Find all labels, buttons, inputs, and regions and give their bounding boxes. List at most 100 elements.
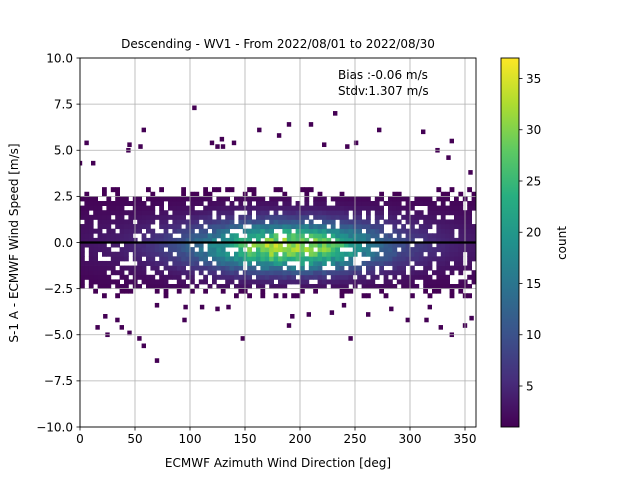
heatmap-cell [339,196,345,202]
heatmap-cell [379,288,384,294]
heatmap-cell [260,288,266,294]
heatmap-cell [128,219,134,225]
heatmap-cell [154,270,160,276]
heatmap-cell [273,265,279,271]
heatmap-cell [97,233,103,239]
heatmap-cell [432,256,437,262]
heatmap-cell [181,191,186,197]
heatmap-cell [308,187,314,193]
heatmap-cell [229,187,235,193]
heatmap-cell [436,237,442,243]
heatmap-cell [471,205,476,211]
heatmap-outlier-cell [215,306,220,312]
heatmap-cell [291,279,296,285]
heatmap-cell [141,210,147,216]
heatmap-cell [388,214,393,220]
heatmap-cell [295,247,301,253]
heatmap-cell [190,251,195,257]
heatmap-cell [88,247,94,253]
heatmap-cell [344,200,349,206]
heatmap-cell [396,228,402,234]
heatmap-cell [405,256,411,262]
heatmap-cell [427,247,433,253]
heatmap-cell [181,265,186,271]
heatmap-cell [256,196,261,202]
heatmap-cell [172,228,178,234]
heatmap-cell [238,237,244,243]
heatmap-outlier-cell [199,304,205,310]
heatmap-cell [190,228,195,234]
heatmap-cell [264,228,270,234]
heatmap-cell [119,288,125,294]
heatmap-cell [322,219,327,225]
heatmap-cell [256,274,261,280]
heatmap-cell [344,219,349,225]
heatmap-cell [317,284,323,290]
heatmap-cell [335,251,340,257]
heatmap-cell [238,274,244,280]
heatmap-cell [392,274,398,280]
heatmap-cell [141,279,147,285]
heatmap-outlier-cell [389,306,394,312]
heatmap-cell [269,279,274,285]
bias-annotation: Bias :-0.06 m/s [338,68,428,82]
heatmap-cell [286,274,292,280]
heatmap-cell [93,288,98,294]
heatmap-cell [216,210,222,216]
heatmap-cell [440,279,446,285]
heatmap-cell [88,242,94,248]
heatmap-cell [216,219,222,225]
heatmap-cell [410,256,415,262]
heatmap-cell [361,274,367,280]
heatmap-cell [154,200,160,206]
heatmap-cell [110,260,116,266]
heatmap-cell [251,279,257,285]
heatmap-cell [436,256,442,262]
heatmap-cell [251,228,257,234]
heatmap-cell [304,279,310,285]
heatmap-outlier-cell [405,317,410,323]
heatmap-cell [396,251,402,257]
heatmap-cell [225,242,230,248]
heatmap-outlier-cell [154,302,160,308]
heatmap-cell [339,251,345,257]
heatmap-cell [141,200,147,206]
heatmap-cell [212,279,217,285]
heatmap-cell [234,256,239,262]
heatmap-cell [295,256,301,262]
heatmap-cell [436,233,442,239]
heatmap-cell [212,228,217,234]
heatmap-cell [115,205,120,211]
heatmap-cell [392,191,398,197]
heatmap-cell [181,242,186,248]
heatmap-cell [238,284,244,290]
heatmap-cell [467,251,472,257]
heatmap-cell [405,251,411,257]
heatmap-outlier-cell [137,336,142,341]
heatmap-cell [291,219,296,225]
heatmap-cell [176,274,182,280]
heatmap-cell [203,187,208,193]
heatmap-cell [278,214,283,220]
heatmap-cell [225,251,230,257]
heatmap-cell [159,214,164,220]
heatmap-cell [256,228,261,234]
heatmap-cell [396,256,402,262]
heatmap-cell [141,274,147,280]
heatmap-cell [260,200,266,206]
heatmap-cell [440,205,446,211]
heatmap-cell [405,242,411,248]
heatmap-cell [286,270,292,276]
heatmap-cell [203,228,208,234]
heatmap-cell [176,242,182,248]
heatmap-cell [432,210,437,216]
heatmap-cell [102,200,107,206]
heatmap-cell [216,274,222,280]
heatmap-cell [326,228,332,234]
heatmap-cell [264,270,270,276]
heatmap-cell [432,205,437,211]
heatmap-cell [458,228,464,234]
heatmap-cell [291,242,296,248]
heatmap-cell [137,214,142,220]
heatmap-cell [445,260,450,266]
